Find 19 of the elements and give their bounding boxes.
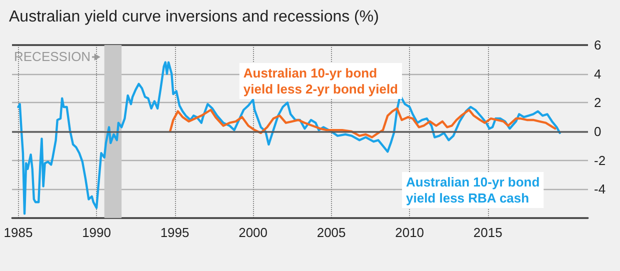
x-tick-label: 1990 [82, 225, 111, 240]
x-tick-label: 1985 [4, 225, 33, 240]
chart-title: Australian yield curve inversions and recessions (%) [9, 8, 379, 26]
line-series [17, 61, 561, 215]
y-tick-label: 2 [594, 95, 602, 110]
y-tick-label: 6 [594, 38, 602, 52]
x-tick-label: 2005 [316, 225, 346, 240]
x-tick-label: 2000 [238, 225, 268, 240]
y-tick-label: 0 [594, 124, 602, 139]
y-tick-label: -4 [594, 182, 606, 197]
band-label: RECESSION [14, 49, 91, 64]
y-tick-label: -2 [594, 152, 606, 168]
x-tick-label: 1995 [160, 225, 190, 240]
x-tick-label: 2015 [473, 225, 502, 240]
line-series [168, 107, 556, 138]
x-tick-label: 2010 [395, 225, 424, 240]
y-tick-label: 4 [594, 66, 602, 82]
series-label: Australian 10-yr bond yield less 2-yr bond yield [243, 66, 398, 96]
text: Australian 10-yr bond yield less RBA cash [406, 174, 540, 206]
